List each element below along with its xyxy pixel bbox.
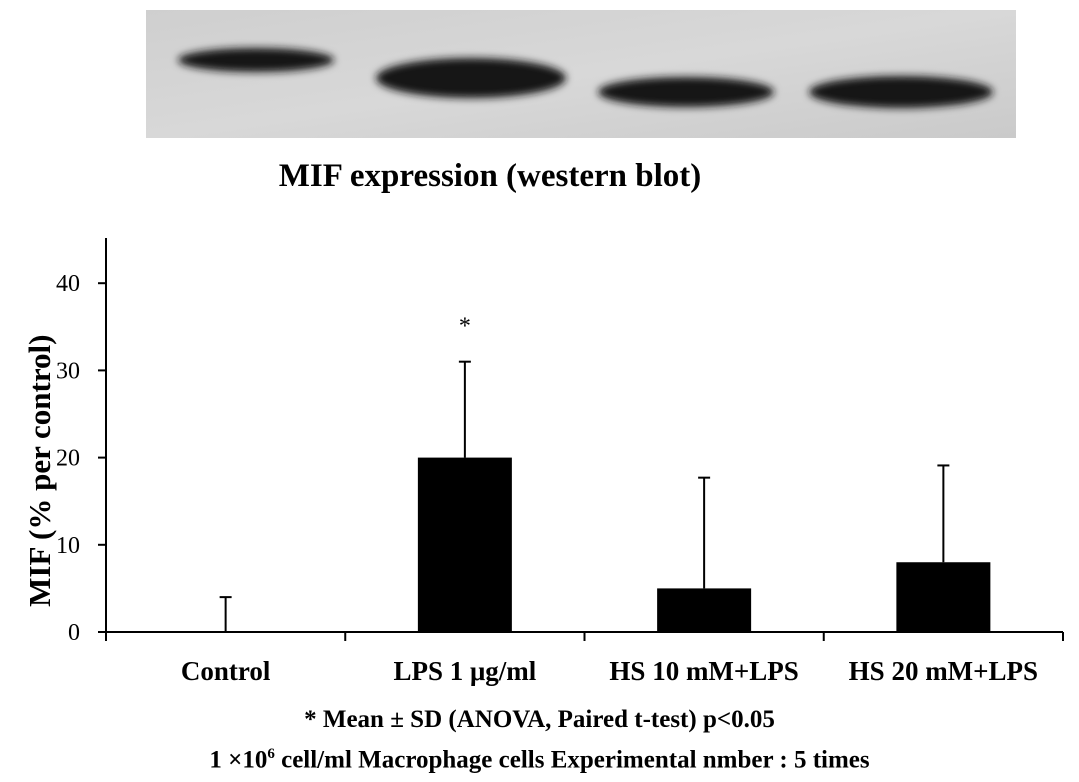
blot-title: MIF expression (western blot) — [278, 158, 702, 194]
footnote-description: cell/ml Macrophage cells Experimental nm… — [274, 746, 870, 774]
bar-chart: 0 10 20 30 40 MIF (% per control) Control * LPS … — [22, 238, 1064, 686]
bar-2 — [657, 588, 752, 632]
category-label-2: HS 10 mM+LPS — [609, 656, 798, 686]
blot-band-hs20 — [809, 76, 993, 108]
category-label-0: Control — [181, 656, 271, 686]
category-label-1: LPS 1 μg/ml — [393, 656, 536, 686]
blot-band-lps — [376, 58, 566, 98]
western-blot-image — [146, 10, 1016, 138]
y-tick-label-0: 0 — [68, 620, 80, 646]
bar-3 — [896, 562, 991, 632]
y-tick-label-30: 30 — [56, 358, 80, 384]
footnote-significance: * Mean ± SD (ANOVA, Paired t-test) p<0.0… — [304, 706, 775, 733]
category-label-3: HS 20 mM+LPS — [849, 656, 1038, 686]
y-tick-label-20: 20 — [56, 446, 80, 472]
bar-1 — [417, 457, 512, 632]
y-tick-label-10: 10 — [56, 533, 80, 559]
significance-mark-1: * — [459, 314, 471, 340]
blot-band-hs10 — [598, 77, 774, 107]
footnote-exponent: 6 — [267, 746, 275, 762]
footnote-experiment: 1 ×106 cell/ml Macrophage cells Experime… — [0, 746, 1079, 774]
footnote-cell-density: 1 ×10 — [209, 746, 268, 774]
y-tick-label-40: 40 — [56, 271, 80, 297]
blot-band-control — [178, 48, 334, 72]
blot-background — [146, 10, 1016, 138]
y-axis-label: MIF (% per control) — [22, 335, 57, 607]
